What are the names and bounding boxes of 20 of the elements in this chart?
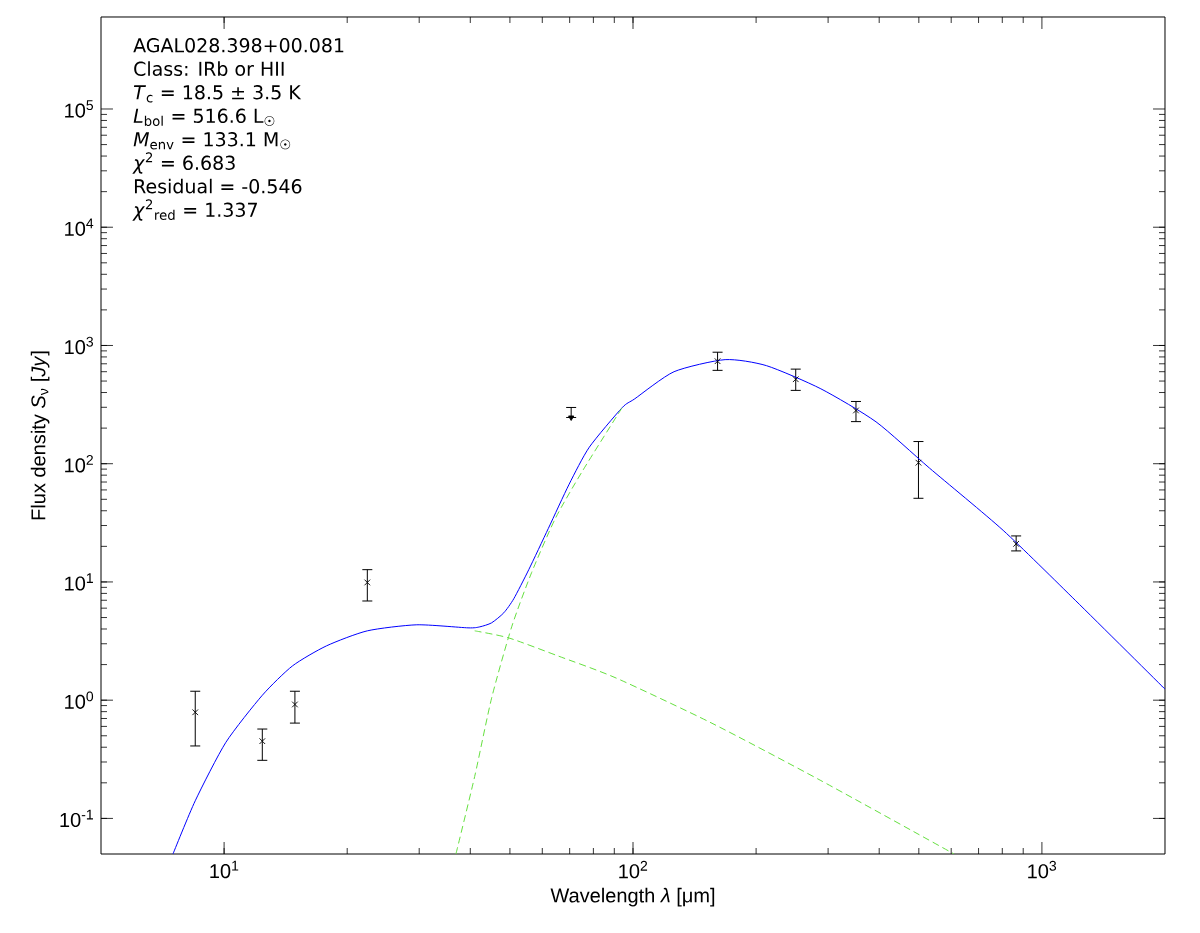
x-tick-label: 10$^{2}$ — [619, 860, 648, 879]
y-tick-label: 10$^{5}$ — [65, 100, 94, 118]
annotation: Residual = -0.546 — [134, 178, 302, 194]
annotation: M$_{env}$ = 133.1 M$_{☉}$ — [133, 132, 291, 150]
y-tick-label: 10$^{1}$ — [65, 573, 93, 591]
annotation: AGAL028.398+00.081 — [133, 38, 344, 53]
y-tick-label: 10$^{2}$ — [65, 454, 93, 473]
annotation: L$_{bol}$ = 516.6 L$_{☉}$ — [133, 108, 275, 126]
annotation: χ$^{2}$$_{red}$ = 1.337 — [132, 199, 257, 221]
y-tick-label: 10$^{4}$ — [65, 218, 94, 236]
y-axis-title: Flux density S$_{ν}$ [Jy] — [30, 351, 50, 520]
x-axis-title: Wavelength λ [μm] — [550, 887, 715, 907]
y-tick-label: 10$^{0}$ — [65, 691, 94, 709]
y-tick-label: 10$^{-1}$ — [60, 809, 93, 828]
y-tick-label: 10$^{3}$ — [65, 336, 94, 355]
annotation: T$_{c}$ = 18.5 ± 3.5 K — [133, 85, 302, 103]
annotation: Class: IRb or HII — [134, 61, 284, 76]
x-tick-label: 10$^{3}$ — [1028, 860, 1057, 879]
x-tick-label: 10$^{1}$ — [210, 860, 239, 879]
annotation: χ$^{2}$ = 6.683 — [132, 152, 235, 174]
